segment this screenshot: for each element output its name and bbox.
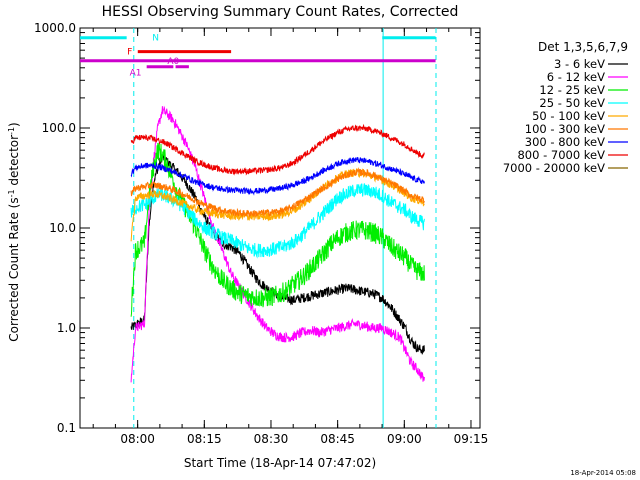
flag-label: A1 bbox=[130, 68, 142, 78]
x-axis: 08:00 08:15 08:30 08:45 09:00 09:15 bbox=[92, 28, 489, 446]
series-lines bbox=[130, 105, 425, 383]
legend-label: 300 - 800 keV bbox=[525, 135, 605, 149]
series-line bbox=[130, 123, 425, 176]
chart-title: HESSI Observing Summary Count Rates, Cor… bbox=[102, 4, 459, 20]
x-axis-label: Start Time (18-Apr-14 07:47:02) bbox=[184, 456, 376, 470]
attenuator-markers bbox=[133, 28, 437, 428]
legend-label: 25 - 50 keV bbox=[539, 96, 605, 110]
legend-label: 50 - 100 keV bbox=[532, 109, 605, 123]
legend-label: 7000 - 20000 keV bbox=[503, 161, 605, 175]
series-line bbox=[130, 183, 425, 259]
legend-label: 100 - 300 keV bbox=[525, 122, 605, 136]
x-tick-label: 08:45 bbox=[320, 432, 355, 446]
plot-timestamp: 18-Apr-2014 05:08 bbox=[570, 469, 636, 477]
flag-label: F bbox=[127, 48, 132, 58]
y-tick-label: 1.0 bbox=[57, 321, 76, 335]
legend-label: 6 - 12 keV bbox=[547, 70, 605, 84]
legend-title: Det 1,3,5,6,7,9 bbox=[538, 40, 628, 54]
x-tick-label: 08:15 bbox=[187, 432, 222, 446]
series-line bbox=[130, 156, 425, 196]
y-tick-label: 1000.0 bbox=[34, 21, 76, 35]
observing-flags: NFA0A1 bbox=[80, 34, 436, 78]
legend-label: 12 - 25 keV bbox=[539, 83, 605, 97]
plot-frame bbox=[79, 27, 481, 429]
series-line bbox=[130, 105, 425, 383]
legend-label: 3 - 6 keV bbox=[554, 57, 605, 71]
x-tick-label: 09:15 bbox=[454, 432, 489, 446]
x-tick-label: 08:30 bbox=[254, 432, 289, 446]
x-tick-label: 09:00 bbox=[387, 432, 422, 446]
legend-label: 800 - 7000 keV bbox=[517, 148, 605, 162]
y-tick-label: 10.0 bbox=[49, 221, 76, 235]
flag-label: N bbox=[152, 34, 159, 44]
y-tick-label: 0.1 bbox=[57, 421, 76, 435]
series-line bbox=[130, 142, 425, 317]
x-tick-label: 08:00 bbox=[120, 432, 155, 446]
y-tick-label: 100.0 bbox=[42, 121, 76, 135]
y-axis: 0.1 1.0 10.0 100.0 1000.0 bbox=[34, 21, 480, 435]
y-axis-label: Corrected Count Rate (s-1 detector-1) bbox=[7, 122, 22, 341]
series-line bbox=[130, 167, 425, 218]
